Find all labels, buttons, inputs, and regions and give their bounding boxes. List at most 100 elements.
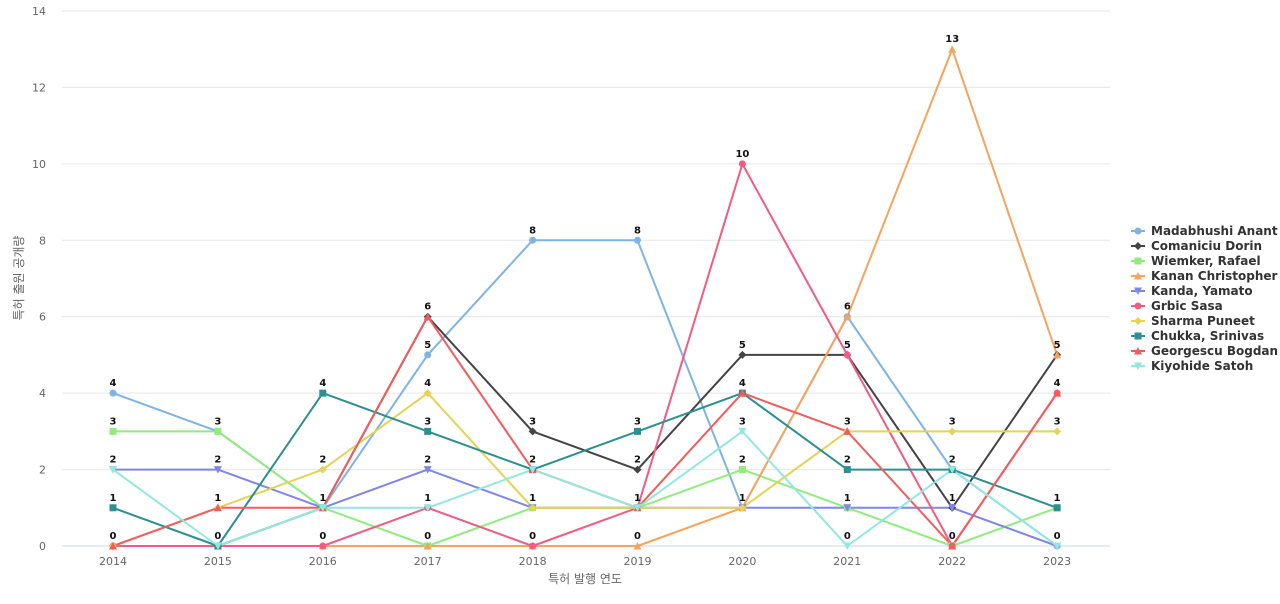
data-label: 2 (949, 455, 956, 466)
data-label: 3 (634, 416, 641, 427)
data-point-marker (738, 389, 747, 397)
data-point-marker (738, 503, 747, 512)
data-point-marker (424, 427, 432, 435)
data-label: 3 (949, 416, 956, 427)
legend-item[interactable]: Georgescu Bogdan (1131, 344, 1278, 358)
x-tick-label: 2022 (938, 555, 966, 568)
series-line[interactable] (112, 48, 1059, 547)
y-tick-label: 14 (32, 5, 46, 18)
data-point-marker (213, 542, 222, 550)
legend-marker (1134, 362, 1142, 370)
data-point-marker (528, 427, 537, 436)
x-tick-label: 2017 (414, 555, 442, 568)
data-label: 3 (1054, 416, 1061, 427)
data-point-marker (634, 427, 641, 435)
data-label: 4 (1054, 378, 1061, 389)
data-point-marker (738, 427, 747, 436)
data-label: 13 (945, 34, 959, 45)
data-label: 0 (949, 531, 956, 542)
x-tick-label: 2014 (99, 555, 127, 568)
data-label: 5 (844, 340, 851, 351)
data-point-marker (319, 389, 327, 397)
data-label: 1 (949, 493, 956, 504)
data-label: 6 (844, 302, 851, 313)
series-line[interactable] (112, 162, 1059, 547)
legend-marker (1134, 347, 1142, 355)
data-label: 3 (424, 416, 431, 427)
data-point-marker (423, 504, 432, 512)
legend-item[interactable]: Madabhushi Anant (1131, 224, 1278, 238)
data-label: 0 (424, 531, 431, 542)
legend-marker (1134, 332, 1142, 340)
series-line[interactable] (112, 430, 1059, 547)
legend-item[interactable]: Kanan Christopher (1131, 269, 1278, 283)
legend-item[interactable]: Kiyohide Satoh (1131, 359, 1253, 373)
data-label: 1 (739, 493, 746, 504)
legend-label: Chukka, Srinivas (1151, 329, 1264, 343)
x-tick-label: 2015 (204, 555, 232, 568)
x-tick-label: 2016 (309, 555, 337, 568)
data-point-marker (528, 466, 537, 474)
series-line[interactable] (112, 392, 1059, 547)
legend-item[interactable]: Kanda, Yamato (1131, 284, 1253, 298)
series-line[interactable] (112, 392, 1059, 547)
data-label: 0 (110, 531, 117, 542)
data-point-marker (213, 466, 222, 474)
legend-item[interactable]: Sharma Puneet (1131, 314, 1255, 328)
data-point-marker (1053, 350, 1062, 359)
data-point-marker (423, 389, 432, 398)
data-point-marker (948, 542, 957, 550)
data-label: 1 (424, 493, 431, 504)
data-label: 6 (424, 302, 431, 313)
x-tick-label: 2023 (1043, 555, 1071, 568)
legend-marker (1134, 287, 1142, 295)
data-point-marker (843, 312, 852, 321)
data-label: 2 (529, 455, 536, 466)
data-point-marker (528, 503, 537, 512)
legend-item[interactable]: Comaniciu Dorin (1131, 239, 1262, 253)
data-point-marker (738, 466, 746, 474)
series-lines (112, 48, 1059, 547)
data-point-marker (529, 236, 537, 244)
data-point-marker (109, 542, 117, 550)
data-point-marker (1053, 542, 1062, 550)
data-point-marker (1053, 504, 1061, 512)
legend-item[interactable]: Chukka, Srinivas (1131, 329, 1264, 343)
legend-label: Sharma Puneet (1151, 314, 1255, 328)
data-point-marker (633, 542, 642, 550)
data-label: 5 (739, 340, 746, 351)
data-point-marker (633, 465, 642, 474)
legend-label: Grbic Sasa (1151, 299, 1223, 313)
data-point-marker (423, 466, 432, 474)
x-tick-label: 2020 (728, 555, 756, 568)
data-label: 1 (214, 493, 221, 504)
x-tick-label: 2018 (519, 555, 547, 568)
data-point-marker (424, 351, 432, 359)
legend-item[interactable]: Wiemker, Rafael (1131, 254, 1261, 268)
data-label: 8 (529, 225, 536, 236)
data-label: 3 (739, 416, 746, 427)
legend-item[interactable]: Grbic Sasa (1131, 299, 1223, 313)
grid-lines (62, 10, 1110, 547)
data-label: 2 (739, 455, 746, 466)
y-axis-title: 특허 출원 공개량 (12, 236, 26, 321)
data-label: 2 (424, 455, 431, 466)
data-point-marker (109, 466, 117, 474)
data-label: 2 (844, 455, 851, 466)
data-label: 4 (110, 378, 117, 389)
data-label: 1 (110, 493, 117, 504)
legend-marker (1134, 242, 1142, 250)
y-tick-label: 4 (39, 387, 46, 400)
x-tick-label: 2019 (624, 555, 652, 568)
data-point-marker (318, 465, 327, 474)
y-tick-label: 6 (39, 311, 46, 324)
data-label: 0 (1054, 531, 1061, 542)
legend-label: Kanda, Yamato (1151, 284, 1253, 298)
data-point-marker (109, 504, 117, 512)
data-point-marker (948, 466, 957, 474)
data-label: 5 (1054, 340, 1061, 351)
legend-marker (1134, 272, 1142, 280)
y-tick-label: 10 (32, 158, 46, 171)
